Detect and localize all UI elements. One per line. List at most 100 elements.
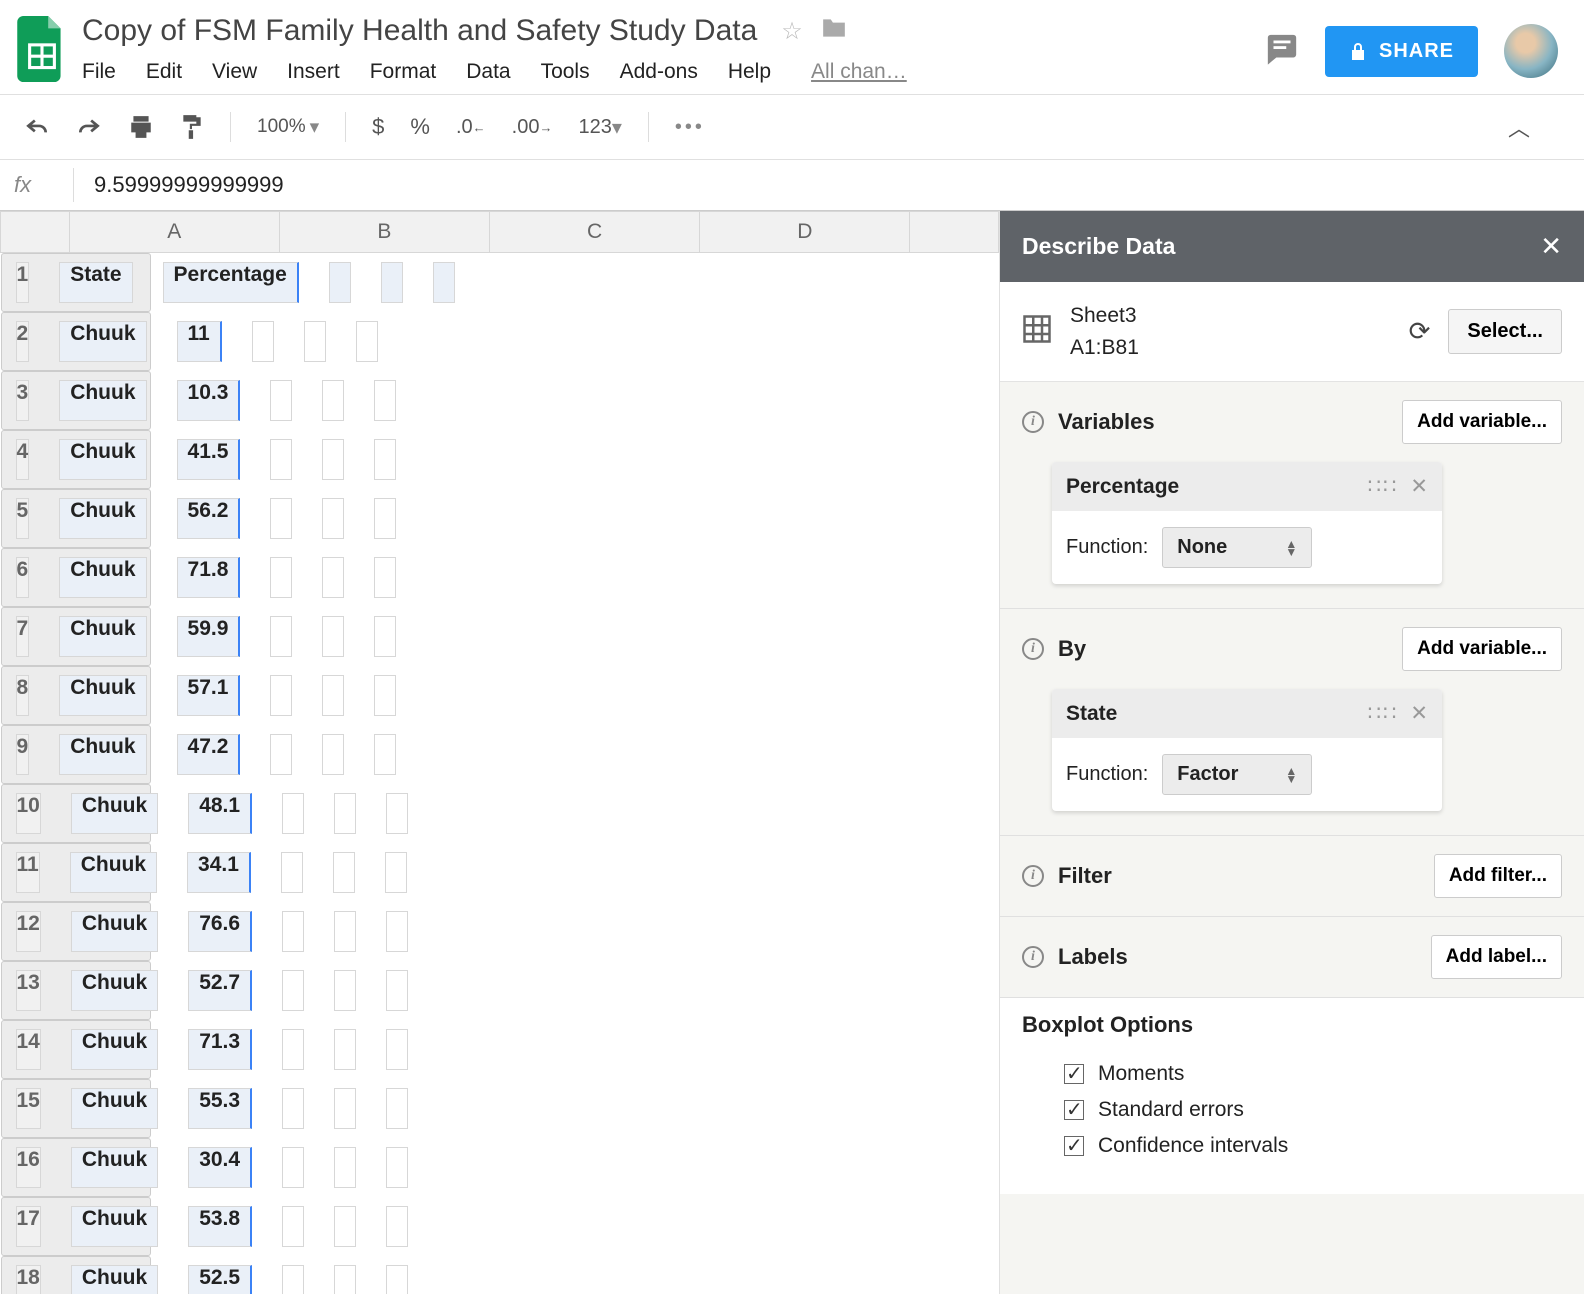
menu-view[interactable]: View [212, 60, 257, 84]
increase-decimal[interactable]: .00→ [502, 108, 563, 147]
cell[interactable] [386, 1206, 408, 1247]
info-icon[interactable]: i [1022, 411, 1044, 433]
cell[interactable]: 71.3 [188, 1029, 252, 1070]
cell[interactable] [386, 970, 408, 1011]
cell[interactable] [282, 911, 304, 952]
cell[interactable]: 71.8 [177, 557, 241, 598]
more-formats[interactable]: 123 ▾ [568, 107, 631, 148]
cell[interactable]: Chuuk [59, 498, 146, 539]
cell[interactable]: Chuuk [59, 380, 146, 421]
drag-handle-icon[interactable]: ∷∷ [1368, 474, 1399, 499]
cell[interactable] [252, 321, 274, 362]
info-icon[interactable]: i [1022, 946, 1044, 968]
row-header[interactable]: 11 [16, 852, 40, 893]
cell[interactable] [386, 1088, 408, 1129]
cell[interactable]: 56.2 [177, 498, 241, 539]
cell[interactable] [356, 321, 378, 362]
function-select[interactable]: Factor▲▼ [1162, 754, 1312, 795]
cell[interactable] [334, 911, 356, 952]
user-avatar[interactable] [1504, 24, 1558, 78]
row-header[interactable]: 8 [16, 675, 30, 716]
cell[interactable]: 53.8 [188, 1206, 252, 1247]
menu-help[interactable]: Help [728, 60, 771, 84]
cell[interactable] [374, 675, 396, 716]
cell[interactable] [334, 970, 356, 1011]
add-variable-button[interactable]: Add variable... [1402, 400, 1562, 444]
cell[interactable] [374, 557, 396, 598]
cell[interactable] [322, 498, 344, 539]
row-header[interactable]: 16 [16, 1147, 41, 1188]
row-header[interactable]: 15 [16, 1088, 41, 1129]
cell[interactable]: 52.7 [188, 970, 252, 1011]
cell[interactable] [334, 1029, 356, 1070]
cell[interactable]: State [59, 262, 132, 303]
cell[interactable] [386, 1029, 408, 1070]
menu-file[interactable]: File [82, 60, 116, 84]
col-header-d[interactable]: D [700, 212, 910, 253]
cell[interactable] [374, 439, 396, 480]
checkbox-moments[interactable] [1064, 1064, 1084, 1084]
cell[interactable] [270, 498, 292, 539]
cell[interactable] [282, 1147, 304, 1188]
row-header[interactable]: 14 [16, 1029, 41, 1070]
cell[interactable] [386, 793, 408, 834]
cell[interactable] [433, 262, 455, 303]
document-title[interactable]: Copy of FSM Family Health and Safety Stu… [76, 10, 763, 52]
add-filter-button[interactable]: Add filter... [1434, 854, 1562, 898]
cell[interactable] [270, 734, 292, 775]
add-label-button[interactable]: Add label... [1431, 935, 1562, 979]
cell[interactable]: Chuuk [71, 970, 158, 1011]
menu-addons[interactable]: Add-ons [620, 60, 698, 84]
cell[interactable]: Chuuk [59, 675, 146, 716]
close-icon[interactable]: ✕ [1540, 231, 1562, 262]
star-icon[interactable]: ☆ [781, 17, 803, 46]
function-select[interactable]: None▲▼ [1162, 527, 1312, 568]
comments-icon[interactable] [1265, 32, 1299, 71]
cell[interactable] [282, 1088, 304, 1129]
cell[interactable]: 55.3 [188, 1088, 252, 1129]
cell[interactable] [282, 1029, 304, 1070]
refresh-icon[interactable]: ⟳ [1409, 316, 1431, 347]
all-changes-saved[interactable]: All chan… [811, 60, 907, 84]
row-header[interactable]: 1 [16, 262, 30, 303]
row-header[interactable]: 3 [16, 380, 30, 421]
col-header-b[interactable]: B [279, 212, 489, 253]
row-header[interactable]: 2 [16, 321, 30, 362]
more-toolbar[interactable]: ••• [665, 108, 715, 147]
cell[interactable]: 57.1 [177, 675, 241, 716]
cell[interactable]: Chuuk [71, 1029, 158, 1070]
cell[interactable] [333, 852, 355, 893]
cell[interactable] [282, 1265, 304, 1294]
cell[interactable]: 52.5 [188, 1265, 252, 1294]
cell[interactable] [270, 616, 292, 657]
cell[interactable]: 59.9 [177, 616, 241, 657]
share-button[interactable]: SHARE [1325, 26, 1478, 77]
row-header[interactable]: 9 [16, 734, 30, 775]
cell[interactable] [322, 675, 344, 716]
cell[interactable] [385, 852, 407, 893]
cell[interactable] [282, 970, 304, 1011]
cell[interactable] [270, 557, 292, 598]
cell[interactable] [334, 1088, 356, 1129]
cell[interactable] [386, 1265, 408, 1294]
row-header[interactable]: 5 [16, 498, 30, 539]
checkbox-stderr[interactable] [1064, 1100, 1084, 1120]
cell[interactable]: 47.2 [177, 734, 241, 775]
row-header[interactable]: 10 [16, 793, 41, 834]
row-header[interactable]: 13 [16, 970, 41, 1011]
cell[interactable]: Chuuk [71, 793, 158, 834]
select-all-corner[interactable] [1, 212, 70, 253]
cell[interactable]: Chuuk [71, 1088, 158, 1129]
cell[interactable]: 30.4 [188, 1147, 252, 1188]
cell[interactable] [334, 1147, 356, 1188]
row-header[interactable]: 17 [16, 1206, 41, 1247]
cell[interactable]: Chuuk [59, 439, 146, 480]
cell[interactable] [322, 616, 344, 657]
cell[interactable]: Chuuk [71, 1147, 158, 1188]
cell[interactable]: 48.1 [188, 793, 252, 834]
cell[interactable]: 41.5 [177, 439, 241, 480]
cell[interactable] [329, 262, 351, 303]
cell[interactable]: Chuuk [71, 1265, 158, 1294]
col-header-c[interactable]: C [490, 212, 700, 253]
cell[interactable] [374, 498, 396, 539]
